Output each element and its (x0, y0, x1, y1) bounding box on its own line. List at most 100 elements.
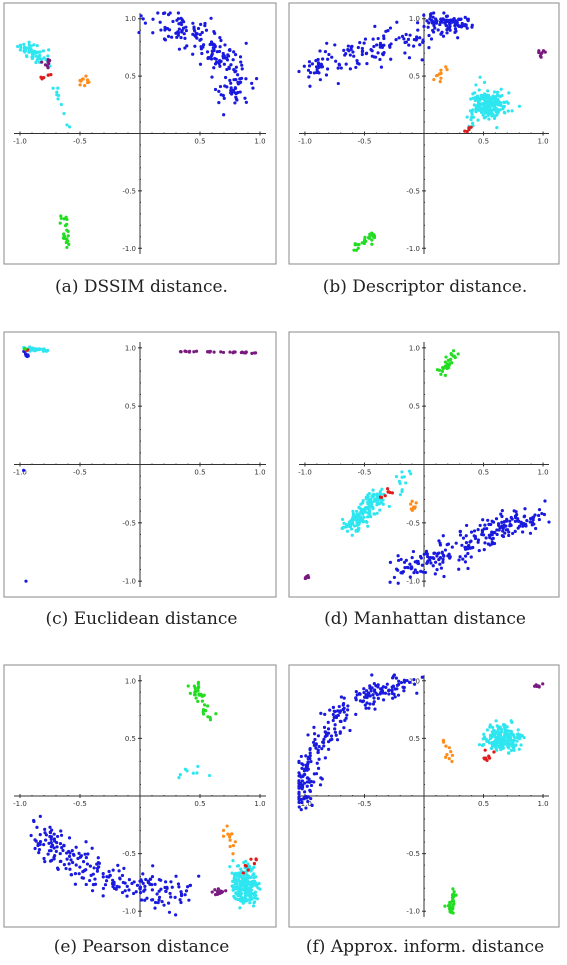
blue-point (150, 898, 154, 902)
blue-point (512, 509, 516, 513)
blue-point (214, 60, 219, 64)
cyan-point (236, 864, 241, 868)
blue-point (397, 36, 401, 40)
blue-point (463, 554, 468, 558)
cyan-point (516, 733, 520, 737)
orange-point (450, 753, 454, 757)
blue-point (501, 529, 505, 533)
blue-point (85, 862, 90, 866)
blue-point (412, 44, 416, 48)
blue-point (112, 886, 116, 890)
cyan-point (234, 897, 238, 901)
blue-point (177, 27, 181, 31)
blue-point (331, 712, 335, 717)
blue-point (415, 691, 419, 695)
cyan-point (239, 899, 243, 903)
blue-point (381, 698, 386, 702)
x-tick-label: 0.5 (478, 138, 489, 146)
orange-point (78, 83, 82, 87)
cyan-point (517, 747, 521, 751)
orange-point (432, 77, 436, 82)
cyan-point (65, 123, 69, 127)
blue-point (333, 709, 337, 714)
blue-point (420, 58, 424, 62)
blue-point (151, 31, 155, 35)
blue-point (193, 29, 197, 33)
blue-point (192, 25, 196, 29)
caption-b: (b) Descriptor distance. (322, 277, 528, 297)
y-tick-label: -0.5 (406, 519, 420, 527)
blue-point (483, 523, 487, 527)
blue-point (402, 560, 407, 564)
blue-point (355, 59, 359, 63)
blue-point (418, 43, 422, 47)
cyan-point (365, 515, 370, 519)
cyan-point (489, 104, 494, 108)
orange-point (228, 844, 232, 849)
cyan-point (358, 519, 362, 523)
blue-point (410, 555, 414, 560)
cyan-point (366, 500, 370, 504)
blue-point (457, 24, 461, 29)
blue-point (382, 36, 386, 41)
x-tick-label: -0.5 (73, 800, 87, 808)
blue-point (368, 684, 372, 688)
x-tick-label: 0.5 (478, 469, 489, 477)
red-point (243, 863, 247, 868)
cyan-point (481, 113, 485, 117)
cyan-point (487, 117, 491, 121)
blue-point (376, 685, 380, 689)
blue-point (49, 837, 53, 842)
blue-point (403, 566, 407, 570)
blue-point (159, 878, 163, 882)
green-point (444, 365, 448, 369)
blue-point (200, 51, 204, 56)
blue-point (324, 731, 329, 735)
blue-point (396, 558, 401, 563)
blue-point (115, 884, 119, 889)
blue-point (217, 89, 221, 93)
blue-point (151, 864, 155, 868)
orange-point (447, 757, 451, 761)
blue-point (315, 68, 319, 72)
blue-point (167, 28, 172, 32)
blue-point (365, 51, 369, 55)
blue-point (244, 77, 248, 81)
purple-point (250, 351, 254, 355)
blue-point (326, 727, 331, 731)
blue-point (342, 706, 346, 710)
blue-point (49, 835, 54, 839)
cyan-point (254, 893, 258, 897)
blue-point (125, 894, 129, 898)
cyan-point (507, 746, 511, 750)
blue-point (412, 571, 416, 575)
blue-point (42, 856, 46, 861)
blue-point (478, 523, 482, 528)
blue-point (402, 678, 406, 682)
blue-point (528, 531, 533, 535)
orange-point (225, 824, 229, 828)
blue-point (302, 797, 306, 801)
cyan-point (483, 111, 487, 115)
y-tick-label: 1.0 (409, 15, 420, 23)
blue-point (379, 65, 384, 69)
cyan-point (242, 860, 246, 865)
green-point (62, 236, 67, 241)
red-point (379, 495, 384, 499)
cyan-point (178, 772, 182, 777)
cyan-point (366, 524, 370, 528)
blue-point (326, 57, 330, 61)
green-point (201, 710, 205, 714)
cyan-point (340, 517, 345, 522)
cyan-point (250, 880, 254, 884)
blue-point (84, 840, 88, 844)
cyan-point (34, 50, 39, 54)
blue-point (308, 70, 313, 75)
blue-point (158, 20, 162, 24)
scatter-plot-a: -1.0 -0.5 0.5 1.0 -1.0 -0.5 0.5 1.0 (3, 2, 277, 265)
blue-point (299, 754, 303, 759)
orange-point (83, 83, 87, 88)
blue-point (164, 880, 168, 884)
panel-a: -1.0 -0.5 0.5 1.0 -1.0 -0.5 0.5 1.0 (a) DSSIM d… (0, 0, 283, 320)
blue-point (528, 517, 533, 521)
